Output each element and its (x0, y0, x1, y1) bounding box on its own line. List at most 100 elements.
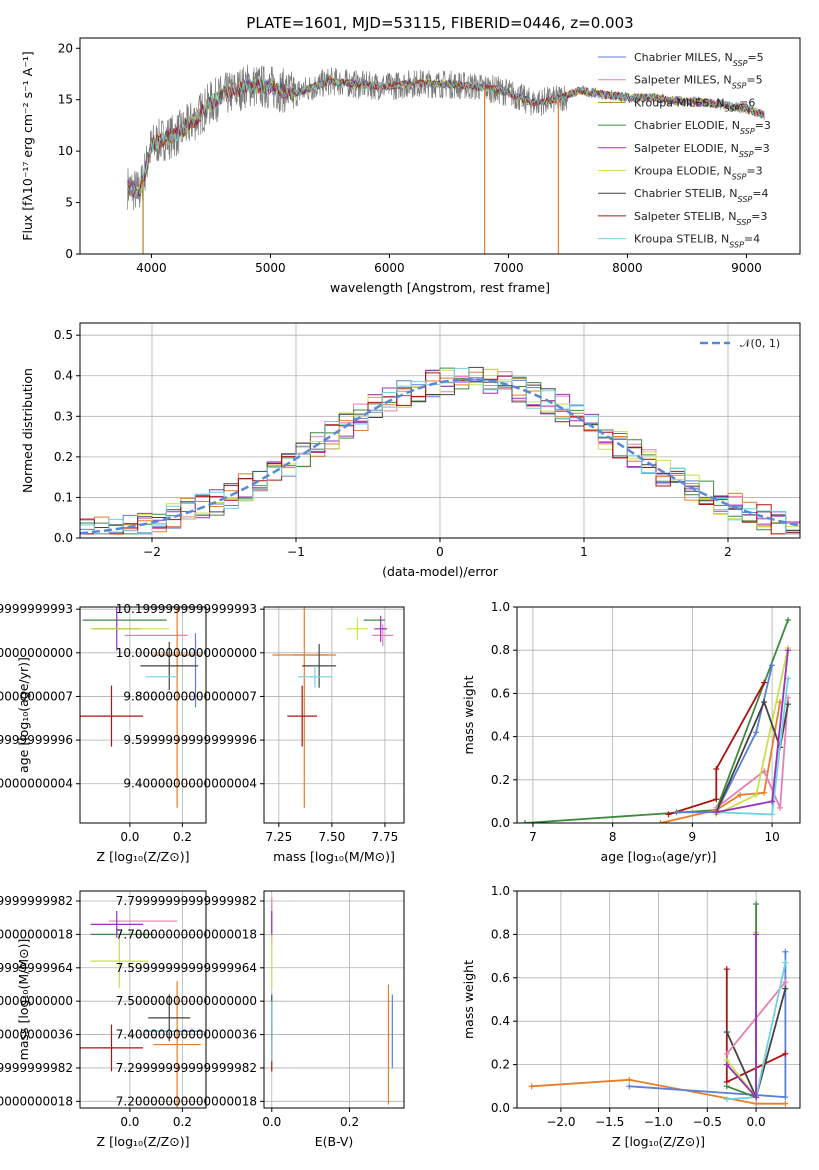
x-tick-label: 0.2 (173, 830, 192, 844)
y-tick-label: 10.0000000000000000 (0, 646, 73, 660)
y-tick-label: 1.0 (491, 600, 510, 614)
y-tick-label: 10.1999999999999993 (0, 602, 73, 616)
y-axis-label: Normed distribution (20, 368, 35, 493)
legend-label-subscript: SSP (738, 195, 753, 204)
x-tick-label: −2 (143, 545, 161, 559)
plot-area (521, 616, 792, 823)
legend-label-text: Chabrier ELODIE, N (634, 119, 740, 132)
y-tick-label: 0.6 (491, 686, 510, 700)
legend-label-subscript: SSP (740, 127, 755, 136)
x-tick-label: 4000 (136, 261, 167, 275)
model-spectrum-line (127, 76, 765, 198)
y-tick-label: 9.5999999999999996 (0, 733, 73, 747)
x-tick-label: 0.0 (120, 830, 139, 844)
x-axis-label: Z [log₁₀(Z/Z⊙)] (97, 1134, 190, 1149)
x-tick-label: 9000 (731, 261, 762, 275)
x-tick-label: 0.0 (747, 1115, 766, 1129)
x-tick-label: 9 (689, 830, 697, 844)
axes-frame (79, 890, 207, 1109)
x-tick-label: −1.0 (644, 1115, 673, 1129)
y-tick-label: 7.70000000000000018 (116, 927, 257, 941)
legend-label: Chabrier STELIB, NSSP=4 (634, 187, 768, 204)
legend-label-value: =6 (739, 96, 755, 109)
x-axis-label: wavelength [Angstrom, rest frame] (330, 280, 550, 295)
legend-label-value: =3 (755, 119, 771, 132)
legend-label-subscript: SSP (729, 240, 744, 249)
mass-vs-ebv-panel: 0.0 0.2 7.20000000000000018 7.2999999999999… (116, 890, 405, 1149)
y-tick-label: 0.6 (491, 971, 510, 985)
y-tick-label: 10.0000000000000000 (116, 646, 257, 660)
mass-weight-line (715, 699, 789, 813)
x-tick-label: 0.2 (340, 1115, 359, 1129)
y-tick-label: 9.8000000000000007 (123, 689, 257, 703)
plot-area (271, 897, 393, 1105)
x-tick-label: 7 (529, 830, 537, 844)
x-axis-label: Z [log₁₀(Z/Z⊙)] (97, 849, 190, 864)
x-tick-label: 8 (609, 830, 617, 844)
y-axis-label: mass weight (461, 960, 476, 1039)
y-tick-label: 0.0 (491, 816, 510, 830)
legend-label: Kroupa STELIB, NSSP=4 (634, 233, 760, 250)
x-tick-label: 0.2 (173, 1115, 192, 1129)
mass-vs-metallicity-panel: 0.0 0.2 7.20000000000000018 7.2999999999999… (0, 890, 207, 1149)
age-vs-mass-panel: 7.25 7.50 7.75 9.4000000000000004 9.59999999… (116, 602, 405, 864)
residual-histogram-panel: −2 −1 0 1 2 0.0 0.1 0.2 0.3 0.4 0.5 𝒩(0, 1) (data-mo… (20, 322, 801, 579)
legend-label: Salpeter MILES, NSSP=5 (634, 74, 763, 91)
y-axis-label: mass weight (461, 675, 476, 754)
y-tick-label: 10.1999999999999993 (116, 602, 257, 616)
y-tick-label: 0.4 (491, 1014, 510, 1028)
legend-label-value: =4 (744, 233, 760, 246)
y-tick-label: 0.8 (491, 643, 510, 657)
y-axis-label: Flux [fλ10⁻¹⁷ erg cm⁻² s⁻¹ A⁻¹] (20, 51, 35, 240)
plot-area (80, 366, 800, 535)
legend-label: 𝒩(0, 1) (740, 337, 780, 350)
y-tick-label: 7.20000000000000018 (116, 1094, 257, 1108)
chart-title: PLATE=1601, MJD=53115, FIBERID=0446, z=0… (246, 14, 633, 32)
legend-label-text: Chabrier STELIB, N (634, 187, 738, 200)
axes-frame (263, 890, 405, 1109)
legend-label-subscript: SSP (733, 59, 748, 68)
y-tick-label: 10 (58, 144, 73, 158)
x-axis-label: E(B-V) (315, 1134, 354, 1149)
normal-distribution-curve (80, 378, 800, 535)
legend-label-value: =5 (746, 74, 762, 87)
model-spectrum-line (127, 78, 765, 199)
legend-label: Kroupa ELODIE, NSSP=3 (634, 165, 763, 182)
x-tick-label: 7.75 (372, 830, 399, 844)
x-tick-label: 7000 (493, 261, 524, 275)
legend-label-value: =3 (754, 142, 770, 155)
x-tick-label: 2 (724, 545, 732, 559)
axes-frame (263, 606, 405, 824)
legend-label: Salpeter STELIB, NSSP=3 (634, 210, 767, 227)
x-tick-label: 10 (764, 830, 779, 844)
y-axis-label: age [log₁₀(age/yr)] (16, 657, 31, 773)
x-tick-label: 7.25 (265, 830, 292, 844)
legend-label-text: Salpeter STELIB, N (634, 210, 736, 223)
y-tick-label: 0.5 (54, 328, 73, 342)
legend-label-text: Kroupa ELODIE, N (634, 165, 732, 178)
legend-label: Chabrier ELODIE, NSSP=3 (634, 119, 771, 136)
plot-area (528, 901, 789, 1107)
y-tick-label: 20 (58, 41, 73, 55)
y-tick-label: 0.2 (491, 773, 510, 787)
x-tick-label: 7.50 (319, 830, 346, 844)
y-tick-label: 9.4000000000000004 (0, 777, 73, 791)
y-tick-label: 7.79999999999999982 (116, 894, 257, 908)
y-tick-label: 7.59999999999999964 (0, 961, 73, 975)
y-tick-label: 7.29999999999999982 (0, 1061, 73, 1075)
legend-label-value: =3 (751, 210, 767, 223)
x-axis-label: mass [log₁₀(M/M⊙)] (273, 849, 395, 864)
plot-area (127, 64, 765, 254)
y-tick-label: 0 (65, 247, 73, 261)
y-tick-label: 7.40000000000000036 (0, 1028, 73, 1042)
histogram-step-line (80, 367, 800, 535)
y-tick-label: 7.50000000000000000 (0, 994, 73, 1008)
y-tick-label: 7.59999999999999964 (116, 961, 257, 975)
x-tick-label: 0.0 (262, 1115, 281, 1129)
legend-label-text: Chabrier MILES, N (634, 51, 733, 64)
mass-weight-line (668, 682, 765, 816)
y-tick-label: 0.0 (54, 531, 73, 545)
axes-frame (516, 606, 801, 824)
legend-label: Chabrier MILES, NSSP=5 (634, 51, 764, 68)
legend-label: Kroupa MILES, NSSP=6 (634, 96, 755, 113)
